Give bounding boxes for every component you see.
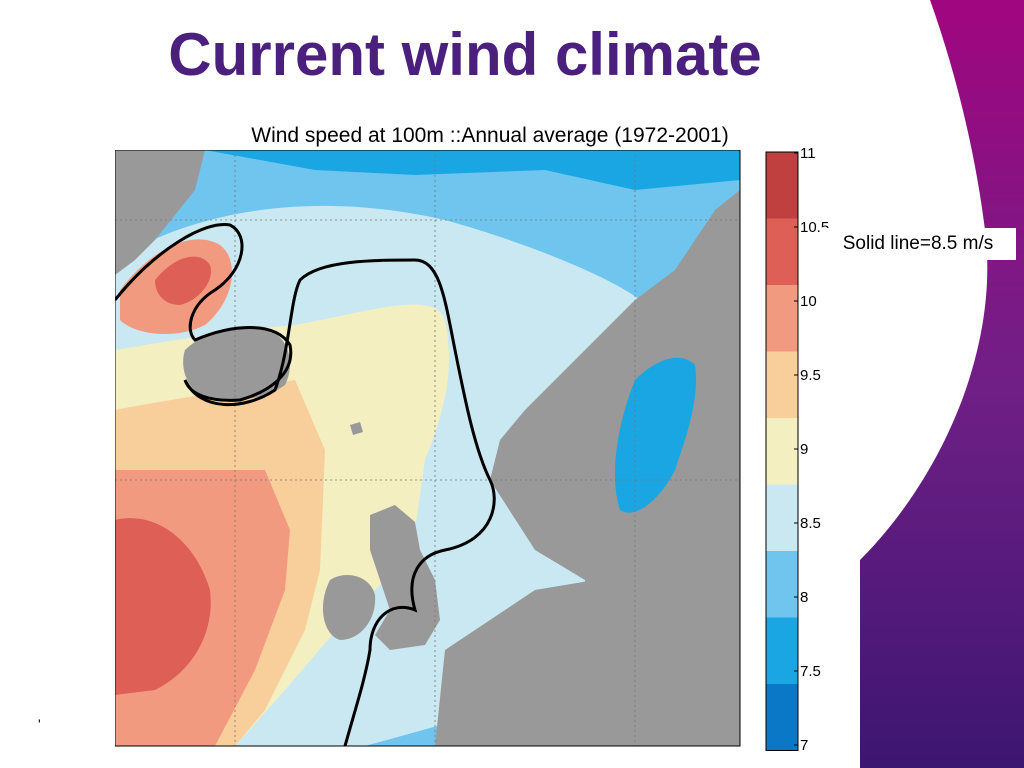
colorbar-band	[766, 152, 798, 219]
slide-mark: '	[38, 716, 41, 732]
map-subtitle: Wind speed at 100m ::Annual average (197…	[251, 124, 729, 147]
slide-title: Current wind climate	[168, 21, 762, 88]
wind-map	[115, 150, 741, 747]
contour-note: Solid line=8.5 m/s	[820, 228, 1016, 260]
colorbar-band	[766, 551, 798, 618]
map-frame	[115, 150, 741, 747]
sea-band-7-5-north	[205, 150, 740, 190]
ireland-land	[322, 575, 376, 640]
colorbar-band	[766, 218, 798, 285]
colorbar-tick-label: 9.5	[800, 367, 821, 384]
colorbar-tick-label: 11	[800, 148, 816, 162]
britain-land	[370, 505, 440, 650]
colorbar-band	[766, 418, 798, 485]
colorbar-tick-label: 8	[800, 589, 808, 606]
contour-8-5	[115, 222, 496, 746]
colorbar-frame	[765, 151, 799, 751]
colorbar-tick-label: 7.5	[800, 663, 821, 680]
colorbar-band	[766, 285, 798, 352]
colorbar-band	[766, 684, 798, 751]
map-grid	[115, 150, 740, 746]
colorbar-band	[766, 484, 798, 551]
iceland-land	[183, 326, 290, 401]
continent-land	[435, 580, 740, 746]
corner-swoosh	[860, 0, 1024, 768]
colorbar-tick-label: 10	[800, 293, 817, 310]
greenland-land	[115, 150, 205, 275]
colorbar-band	[766, 351, 798, 418]
colorbar-tick-label: 7	[800, 737, 808, 754]
colorbar-band	[766, 617, 798, 684]
colorbar-tick-label: 9	[800, 441, 808, 458]
sea-band-10-5	[115, 518, 211, 695]
warm-patch-north-core	[155, 256, 211, 305]
faroe-land	[350, 422, 363, 435]
colorbar-tick-label: 8.5	[800, 515, 821, 532]
